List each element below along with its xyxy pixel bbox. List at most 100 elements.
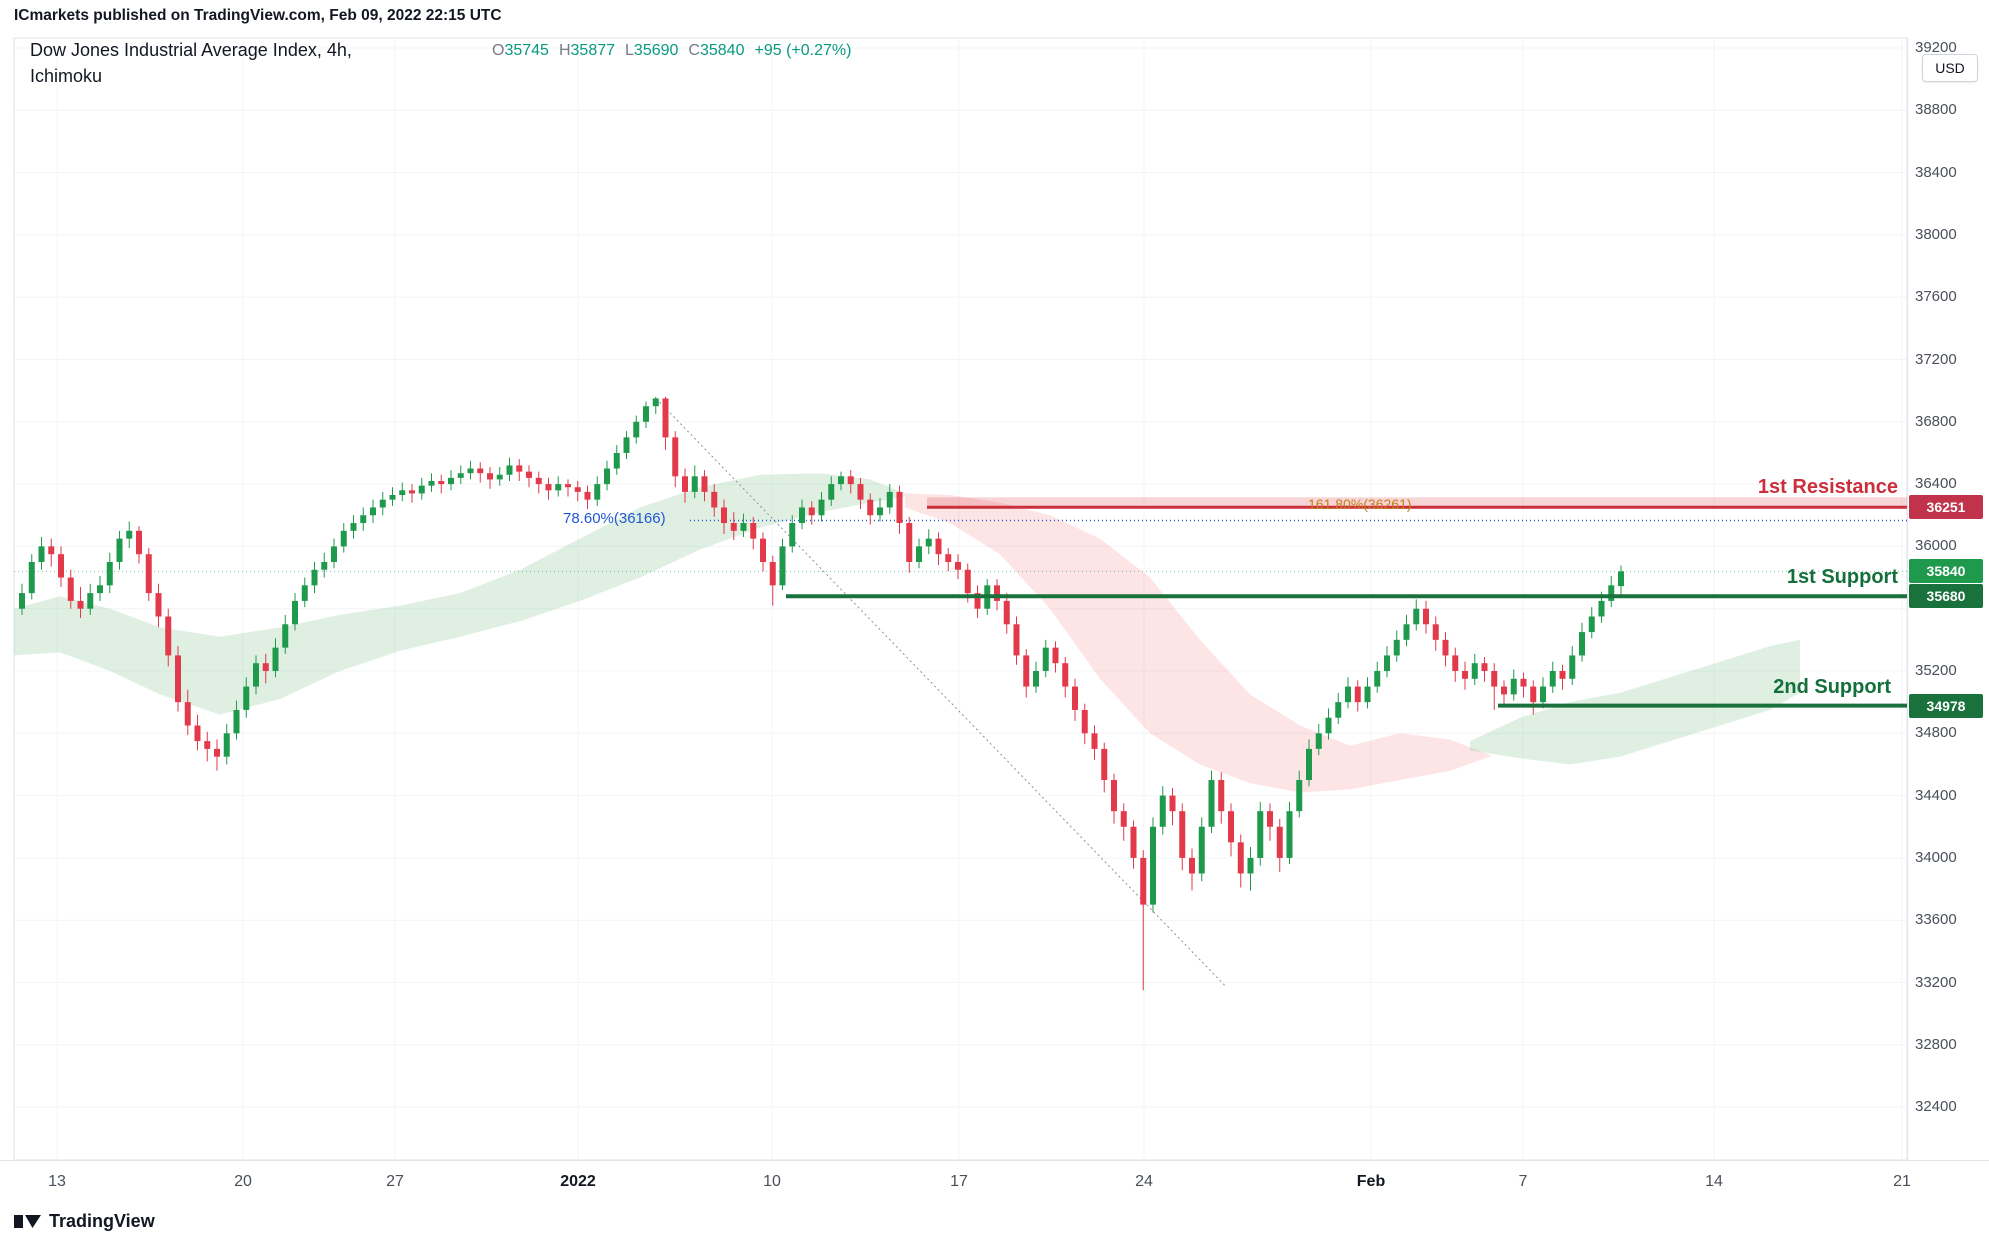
candle-body bbox=[964, 569, 971, 594]
candle-body bbox=[38, 546, 45, 562]
candle-body bbox=[1393, 639, 1400, 656]
candle-body bbox=[1423, 608, 1429, 625]
candle-body bbox=[604, 468, 610, 485]
tradingview-logo-text: TradingView bbox=[49, 1210, 155, 1231]
candle-body bbox=[935, 538, 942, 555]
price-axis-label: 39200 bbox=[1915, 39, 1957, 56]
candle-body bbox=[1569, 655, 1576, 679]
candle-body bbox=[701, 476, 708, 492]
candle-body bbox=[740, 523, 747, 531]
annotation-first-support[interactable]: 1st Support bbox=[1786, 566, 1898, 588]
candle-body bbox=[1286, 811, 1293, 858]
candle-body bbox=[1618, 571, 1624, 587]
candle-body bbox=[1052, 647, 1059, 664]
candle-body bbox=[1540, 686, 1546, 703]
annotation-fib-1618-label[interactable]: 161.80%(36261) bbox=[1308, 496, 1412, 512]
candle-body bbox=[321, 561, 328, 570]
resistance-zone bbox=[927, 497, 1907, 508]
candle-body bbox=[1267, 811, 1273, 827]
candle-body bbox=[730, 523, 737, 531]
price-axis-label: 37600 bbox=[1915, 288, 1957, 306]
candle-body bbox=[1501, 686, 1507, 695]
candle-body bbox=[1247, 857, 1254, 874]
price-axis-label: 33200 bbox=[1915, 973, 1957, 991]
tradingview-logo[interactable]: TradingView bbox=[14, 1210, 155, 1232]
close-value: 35840 bbox=[699, 42, 745, 59]
candle-body bbox=[370, 507, 376, 516]
candle-body bbox=[565, 484, 571, 488]
candle-body bbox=[750, 523, 757, 539]
candle-body bbox=[1403, 624, 1410, 640]
symbol-title[interactable]: Dow Jones Industrial Average Index, 4h, bbox=[30, 40, 352, 60]
indicator-title[interactable]: Ichimoku bbox=[30, 66, 103, 86]
time-axis[interactable]: 13 20 27 2022 10 17 24 Feb 7 14 21 bbox=[0, 1160, 1989, 1207]
candle-body bbox=[623, 437, 630, 453]
candle-body bbox=[526, 471, 532, 478]
candle-body bbox=[1150, 826, 1156, 905]
candle-body bbox=[360, 515, 367, 524]
candle-body bbox=[1159, 795, 1166, 827]
candle-body bbox=[184, 702, 191, 726]
dotted-trendline[interactable] bbox=[655, 398, 1226, 986]
candle-body bbox=[1111, 780, 1117, 812]
time-axis-label: 21 bbox=[1893, 1173, 1911, 1190]
price-axis[interactable]: 39200 38800 38400 38000 37600 37200 36800 36400… bbox=[1907, 0, 1989, 1206]
candle-body bbox=[516, 465, 523, 472]
candle-body bbox=[925, 538, 932, 547]
candle-body bbox=[974, 593, 981, 609]
candle-body bbox=[1228, 811, 1234, 843]
candle-body bbox=[243, 686, 250, 710]
candle-body bbox=[1364, 686, 1371, 703]
candle-body bbox=[789, 523, 796, 547]
candle-body bbox=[584, 491, 591, 500]
candle-body bbox=[643, 406, 649, 422]
candle-body bbox=[877, 507, 883, 516]
annotation-fib-786-label[interactable]: 78.60%(36166) bbox=[563, 510, 666, 527]
candle-body bbox=[1432, 624, 1439, 640]
candle-body bbox=[1306, 748, 1312, 781]
candle-body bbox=[1345, 686, 1351, 703]
candle-body bbox=[136, 530, 142, 555]
candle-body bbox=[194, 725, 201, 742]
candle-body bbox=[457, 473, 464, 478]
candle-body bbox=[711, 491, 718, 508]
candle-body bbox=[155, 593, 162, 617]
price-axis-label: 36800 bbox=[1915, 412, 1957, 430]
price-axis-label: 34400 bbox=[1915, 786, 1957, 804]
candle-body bbox=[87, 593, 94, 609]
tradingview-logo-icon bbox=[14, 1215, 41, 1228]
candle-body bbox=[399, 490, 406, 496]
annotation-second-support[interactable]: 2nd Support bbox=[1773, 676, 1891, 698]
annotation-first-resistance[interactable]: 1st Resistance bbox=[1757, 476, 1898, 498]
candle-body bbox=[1179, 811, 1186, 858]
candle-body bbox=[48, 546, 55, 555]
time-axis-label: 14 bbox=[1705, 1173, 1723, 1190]
time-axis-label: 17 bbox=[950, 1173, 968, 1190]
candle-body bbox=[994, 585, 1000, 601]
candle-body bbox=[1081, 709, 1088, 734]
candle-body bbox=[1510, 678, 1517, 695]
currency-button[interactable]: USD bbox=[1922, 54, 1978, 82]
candle-body bbox=[1198, 826, 1205, 874]
candle-body bbox=[145, 554, 152, 594]
candle-body bbox=[1315, 733, 1322, 749]
candle-body bbox=[906, 523, 913, 562]
candle-body bbox=[847, 476, 854, 485]
candle-body bbox=[857, 484, 864, 500]
candle-body bbox=[779, 546, 786, 586]
candle-body bbox=[253, 663, 259, 687]
time-axis-label: 20 bbox=[234, 1173, 252, 1190]
price-axis-label: 35200 bbox=[1915, 662, 1957, 679]
candle-body bbox=[1033, 671, 1039, 687]
candle-body bbox=[331, 546, 337, 562]
candle-body bbox=[1588, 616, 1595, 633]
candle-body bbox=[67, 577, 74, 601]
candle-body bbox=[945, 554, 952, 562]
candle-body bbox=[799, 507, 805, 524]
candle-body bbox=[1023, 655, 1030, 687]
price-tag-35680: 35680 bbox=[1909, 584, 1983, 609]
candle-body bbox=[311, 569, 318, 586]
candle-body bbox=[1189, 857, 1195, 874]
